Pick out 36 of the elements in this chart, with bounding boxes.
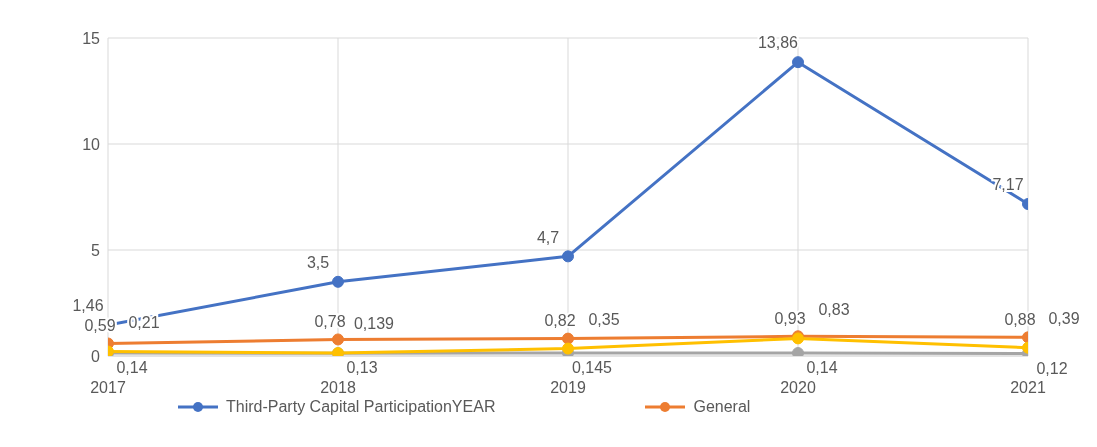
data-label: 0,93 bbox=[774, 309, 806, 327]
x-tick-label: 2020 bbox=[780, 379, 816, 397]
y-tick-label: 10 bbox=[82, 135, 101, 153]
legend-label: General bbox=[693, 398, 751, 416]
point bbox=[332, 275, 344, 288]
data-label: 0,139 bbox=[353, 315, 395, 333]
x-tick-label: 2017 bbox=[90, 379, 126, 397]
data-label: 0,82 bbox=[544, 311, 576, 329]
point bbox=[562, 342, 574, 355]
x-tick-label: 2018 bbox=[320, 379, 356, 397]
data-label: 0,88 bbox=[1004, 310, 1036, 328]
data-label: 0,78 bbox=[314, 312, 346, 330]
legend-label: Third-Party Capital ParticipationYEAR bbox=[226, 398, 496, 416]
data-label: 0,14 bbox=[116, 359, 148, 377]
data-label: 4,7 bbox=[536, 228, 560, 246]
x-tick-label: 2021 bbox=[1010, 379, 1046, 397]
data-label: 0,145 bbox=[571, 359, 613, 377]
data-label: 13,86 bbox=[757, 34, 799, 52]
data-label: 0,13 bbox=[346, 359, 378, 377]
point bbox=[562, 250, 574, 263]
data-label: 1,46 bbox=[72, 297, 104, 315]
data-label: 0,83 bbox=[818, 300, 850, 318]
point bbox=[562, 332, 574, 345]
y-tick-label: 5 bbox=[91, 241, 101, 259]
data-label: 0,35 bbox=[588, 310, 620, 328]
data-label: 3,5 bbox=[306, 254, 330, 272]
point bbox=[792, 56, 804, 69]
x-tick-label: 2019 bbox=[550, 379, 586, 397]
data-label: 0,21 bbox=[128, 313, 160, 331]
point bbox=[332, 333, 344, 346]
data-label: 0,39 bbox=[1048, 309, 1080, 327]
y-tick-label: 15 bbox=[82, 29, 101, 47]
y-tick-label: 0 bbox=[91, 347, 101, 365]
data-label: 0,14 bbox=[806, 359, 838, 377]
data-label: 0,12 bbox=[1036, 359, 1068, 377]
point bbox=[792, 347, 804, 356]
